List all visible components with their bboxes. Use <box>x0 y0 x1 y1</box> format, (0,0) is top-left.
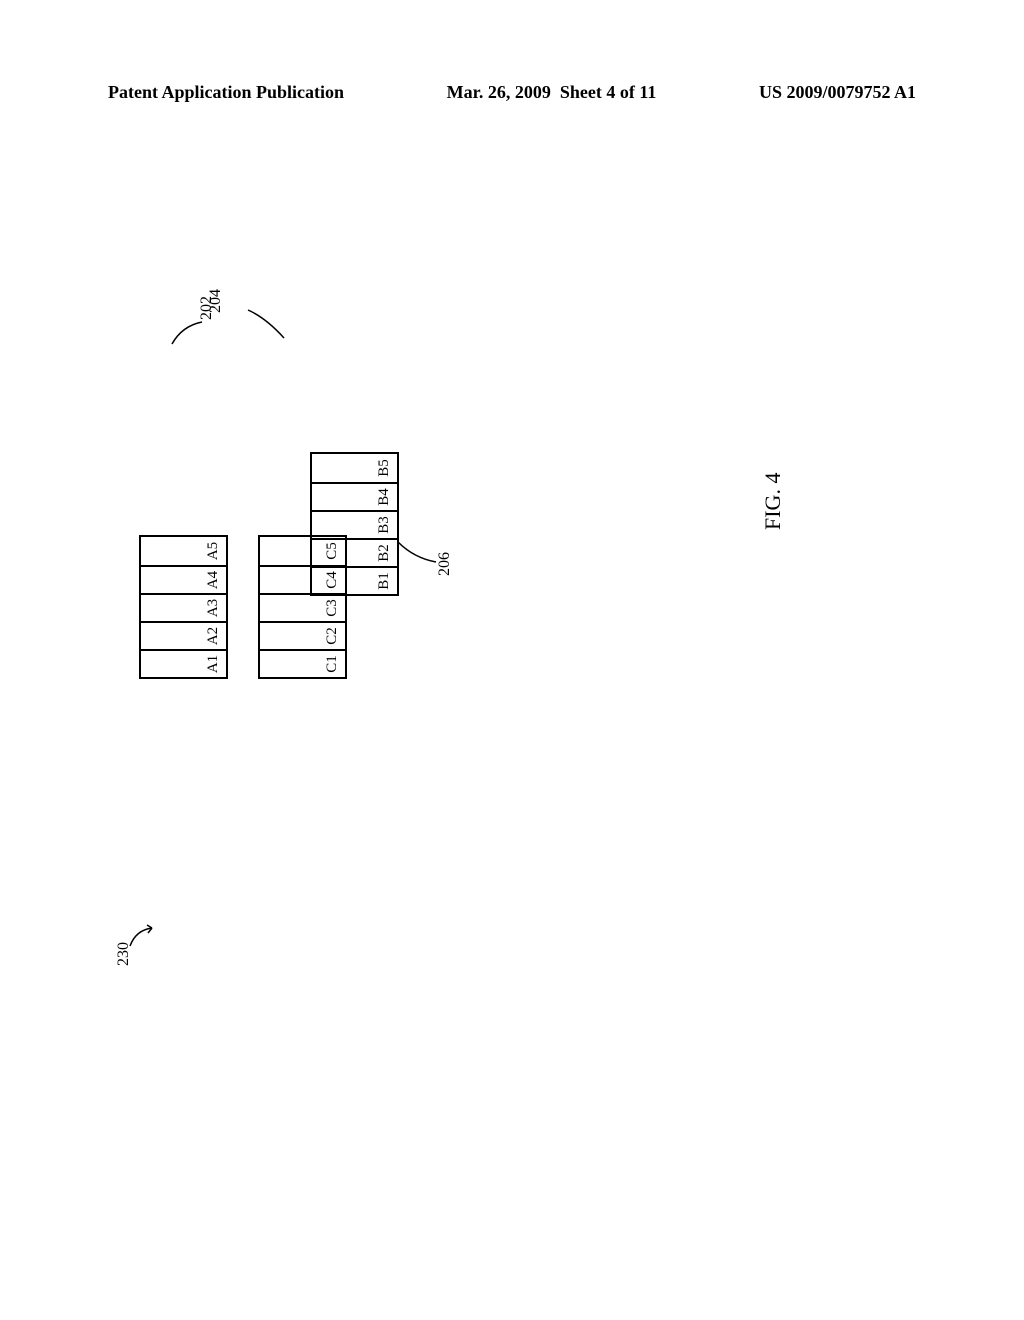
ref-206: 206 <box>436 552 454 576</box>
callout-202-curve <box>170 318 220 346</box>
figure-caption: FIG. 4 <box>760 473 786 530</box>
cell-c1: C1 <box>260 649 345 677</box>
cell-c2: C2 <box>260 621 345 649</box>
cell-a4: A4 <box>141 565 226 593</box>
block-a: A1 A2 A3 A4 A5 <box>139 535 228 679</box>
cell-b1: B1 <box>312 566 397 594</box>
callout-206-curve <box>396 540 440 568</box>
block-b-group: B1 B2 B3 B4 B5 <box>310 452 399 596</box>
callout-204-curve <box>244 304 288 340</box>
callout-230-arrow <box>128 924 158 948</box>
block-a-group: A1 A2 A3 A4 A5 <box>139 535 228 679</box>
header-center: Mar. 26, 2009 Sheet 4 of 11 <box>447 82 657 103</box>
figure-4: A1 A2 A3 A4 A5 202 C1 C2 C3 C4 C5 204 B1… <box>0 330 1024 1030</box>
cell-b2: B2 <box>312 538 397 566</box>
cell-c3: C3 <box>260 593 345 621</box>
header-left: Patent Application Publication <box>108 82 344 103</box>
page-header: Patent Application Publication Mar. 26, … <box>108 82 916 103</box>
block-b: B1 B2 B3 B4 B5 <box>310 452 399 596</box>
cell-b3: B3 <box>312 510 397 538</box>
cell-b4: B4 <box>312 482 397 510</box>
cell-b5: B5 <box>312 454 397 482</box>
ref-204: 204 <box>207 289 225 313</box>
cell-a5: A5 <box>141 537 226 565</box>
cell-a1: A1 <box>141 649 226 677</box>
cell-a2: A2 <box>141 621 226 649</box>
header-right: US 2009/0079752 A1 <box>759 82 916 103</box>
cell-a3: A3 <box>141 593 226 621</box>
